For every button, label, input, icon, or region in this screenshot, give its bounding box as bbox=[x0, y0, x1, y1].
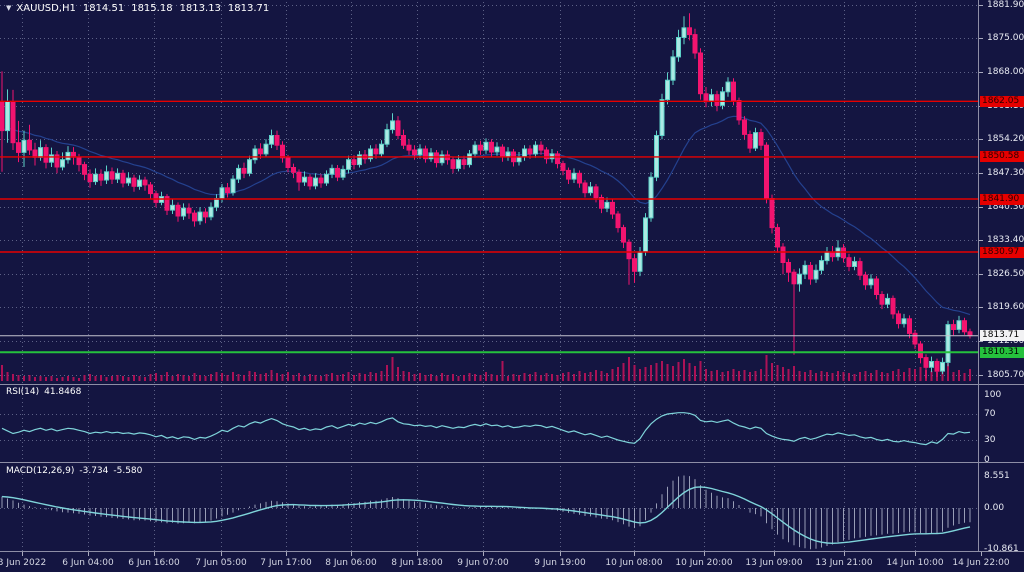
ohlc-open: 1814.51 bbox=[82, 3, 125, 14]
time-axis-label: 8 Jun 18:00 bbox=[391, 558, 443, 568]
time-axis-label: 13 Jun 09:00 bbox=[745, 558, 803, 568]
price-level-badge-resistance: 1850.58 bbox=[980, 151, 1024, 163]
time-axis-label: 9 Jun 19:00 bbox=[534, 558, 586, 568]
time-axis-label: 13 Jun 21:00 bbox=[815, 558, 873, 568]
rsi-axis-label: 0 bbox=[984, 454, 990, 465]
time-axis-label: 6 Jun 04:00 bbox=[62, 558, 114, 568]
time-axis-label: 6 Jun 16:00 bbox=[128, 558, 180, 568]
time-axis-label: 9 Jun 07:00 bbox=[457, 558, 509, 568]
price-level-badge-support: 1810.31 bbox=[980, 346, 1024, 358]
time-axis-label: 10 Jun 20:00 bbox=[675, 558, 733, 568]
price-level-badge-resistance: 1830.97 bbox=[980, 246, 1024, 258]
time-axis-label: 7 Jun 05:00 bbox=[195, 558, 247, 568]
time-axis-label: 7 Jun 17:00 bbox=[260, 558, 312, 568]
symbol-dropdown-icon[interactable]: ▼ bbox=[6, 4, 12, 12]
time-axis-label: 8 Jun 06:00 bbox=[325, 558, 377, 568]
ohlc-close: 1813.71 bbox=[227, 3, 270, 14]
price-level-badge-current: 1813.71 bbox=[980, 330, 1024, 342]
rsi-indicator-label: RSI(14) 41.8468 bbox=[6, 387, 86, 397]
rsi-axis-label: 30 bbox=[984, 435, 996, 445]
time-axis-label: 3 Jun 2022 bbox=[0, 558, 47, 568]
time-axis-label: 14 Jun 22:00 bbox=[952, 558, 1010, 568]
macd-name: MACD(12,26,9) bbox=[6, 466, 75, 476]
rsi-name: RSI(14) bbox=[6, 387, 40, 397]
price-level-badge-resistance: 1841.90 bbox=[980, 193, 1024, 205]
price-axis-label: 1805.70 bbox=[987, 369, 1024, 380]
price-axis-label: 1826.50 bbox=[987, 268, 1024, 279]
macd-axis-label: -10.861 bbox=[984, 544, 1019, 555]
price-axis-label: 1881.90 bbox=[987, 0, 1024, 10]
chart-title: ▼ XAUUSD,H1 1814.51 1815.18 1813.13 1813.71 bbox=[6, 3, 269, 14]
rsi-value: 41.8468 bbox=[44, 387, 82, 397]
price-axis-label: 1875.00 bbox=[987, 33, 1024, 44]
macd-indicator-label: MACD(12,26,9) -3.734 -5.580 bbox=[6, 466, 147, 476]
price-axis-label: 1819.60 bbox=[987, 302, 1024, 313]
price-axis-label: 1854.20 bbox=[987, 134, 1024, 145]
macd-axis-label: 8.551 bbox=[984, 470, 1010, 481]
time-axis-label: 10 Jun 08:00 bbox=[605, 558, 663, 568]
ohlc-high: 1815.18 bbox=[131, 3, 173, 14]
macd-axis-label: 0.00 bbox=[984, 503, 1005, 513]
macd-signal-value: -5.580 bbox=[113, 466, 143, 476]
symbol-timeframe: XAUUSD,H1 bbox=[16, 3, 76, 14]
rsi-axis-label: 70 bbox=[984, 409, 996, 419]
macd-value: -3.734 bbox=[79, 466, 109, 476]
price-axis-label: 1840.30 bbox=[987, 201, 1024, 212]
ohlc-low: 1813.13 bbox=[179, 3, 221, 14]
rsi-axis-label: 100 bbox=[984, 389, 1002, 400]
price-axis-label: 1868.00 bbox=[987, 67, 1024, 78]
time-axis-label: 14 Jun 10:00 bbox=[886, 558, 944, 568]
price-level-badge-resistance: 1862.05 bbox=[980, 95, 1024, 107]
price-axis-label: 1847.30 bbox=[987, 167, 1024, 178]
price-axis-label: 1833.40 bbox=[987, 235, 1024, 246]
